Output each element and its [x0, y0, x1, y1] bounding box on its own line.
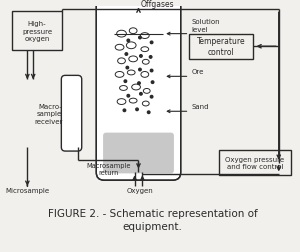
Text: Solution
level: Solution level [191, 19, 220, 33]
Text: Oxygen: Oxygen [127, 187, 154, 193]
Circle shape [150, 96, 153, 99]
Circle shape [138, 83, 140, 85]
Ellipse shape [118, 59, 125, 65]
Circle shape [125, 53, 128, 56]
Ellipse shape [129, 57, 137, 62]
Circle shape [139, 37, 141, 40]
Text: Macrosample
return: Macrosample return [86, 162, 130, 175]
Circle shape [127, 95, 130, 98]
Ellipse shape [115, 45, 124, 51]
Ellipse shape [142, 60, 149, 65]
Bar [219, 150, 291, 176]
Text: Microsample: Microsample [5, 187, 50, 193]
Circle shape [136, 109, 138, 111]
Ellipse shape [126, 43, 136, 49]
Text: Sand: Sand [191, 104, 209, 110]
Circle shape [147, 112, 150, 114]
Ellipse shape [115, 72, 124, 78]
Circle shape [127, 40, 130, 43]
Ellipse shape [142, 102, 149, 107]
FancyBboxPatch shape [96, 0, 181, 180]
Circle shape [140, 93, 142, 96]
Ellipse shape [141, 48, 149, 52]
Ellipse shape [132, 85, 140, 90]
Ellipse shape [120, 86, 127, 91]
Circle shape [150, 70, 153, 73]
Ellipse shape [141, 72, 149, 78]
Text: Ore: Ore [191, 69, 204, 75]
Bar [12, 12, 62, 51]
FancyBboxPatch shape [61, 76, 82, 151]
Circle shape [151, 82, 154, 84]
Ellipse shape [117, 99, 126, 105]
Text: Macro-
sample
receiver: Macro- sample receiver [34, 103, 62, 124]
Circle shape [126, 67, 129, 70]
Bar [190, 35, 253, 60]
Text: equipment.: equipment. [123, 221, 182, 231]
Ellipse shape [129, 99, 137, 104]
Circle shape [139, 69, 141, 72]
Text: Oxygen pressure
and flow control: Oxygen pressure and flow control [225, 156, 284, 170]
Ellipse shape [129, 29, 137, 35]
Text: High-
pressure
oxygen: High- pressure oxygen [22, 21, 52, 42]
Ellipse shape [117, 31, 126, 38]
Circle shape [124, 81, 127, 83]
FancyBboxPatch shape [103, 133, 174, 174]
Text: FIGURE 2. - Schematic representation of: FIGURE 2. - Schematic representation of [48, 208, 257, 218]
Circle shape [149, 56, 152, 59]
Ellipse shape [143, 89, 150, 94]
Ellipse shape [140, 34, 149, 39]
Circle shape [140, 55, 142, 58]
Text: Offgases: Offgases [141, 1, 175, 9]
Text: Temperature
control: Temperature control [197, 37, 245, 57]
Ellipse shape [127, 71, 135, 76]
Circle shape [150, 42, 153, 44]
Circle shape [123, 110, 126, 112]
